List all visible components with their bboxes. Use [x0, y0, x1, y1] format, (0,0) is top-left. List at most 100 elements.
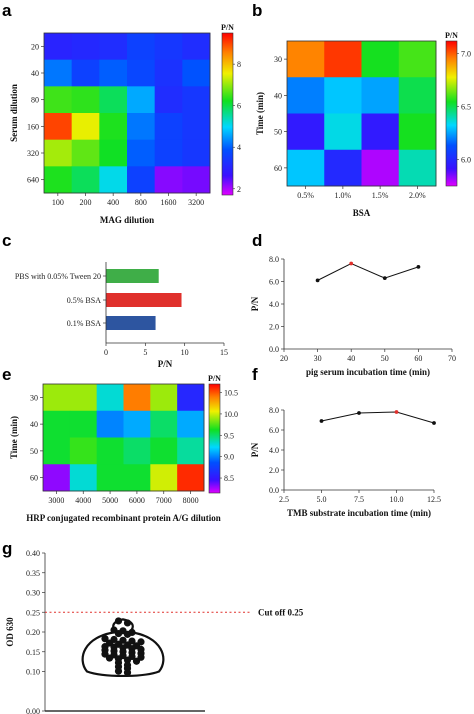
heatmap-cell [398, 113, 437, 151]
panel-label-b: b [252, 1, 262, 20]
heatmap-cell [177, 437, 205, 465]
colorbar-tick-label: 4 [237, 143, 241, 152]
y-tick-label: 0.00 [26, 707, 40, 714]
data-point [394, 410, 399, 414]
heatmap-cell [71, 86, 100, 114]
heatmap-cell [182, 113, 211, 141]
x-tick-label: 15 [220, 348, 228, 357]
category-label: 0.1% BSA [67, 319, 101, 328]
heatmap-cell [154, 113, 183, 141]
heatmap-cell [96, 437, 124, 465]
heatmap-cell [154, 139, 183, 167]
chart-e-heatmap: 3000 4000 5000 6000 7000 8000 30 40 50 60 HRP conj… [9, 374, 238, 523]
heatmap-cell [177, 410, 205, 438]
colorbar-tick-label: 9.0 [224, 453, 234, 462]
heatmap-cell [154, 33, 183, 61]
colorbar-tick-label: 9.5 [224, 431, 234, 440]
colorbar-tick-label: 8 [237, 60, 241, 69]
y-tick-label: 40 [30, 420, 38, 429]
category-label: 0.5% BSA [67, 296, 101, 305]
heatmap-cell [177, 384, 205, 412]
y-tick-label: 30 [30, 393, 38, 402]
heatmap-cell [127, 166, 156, 194]
colorbar [445, 40, 458, 187]
data-point [101, 635, 109, 643]
y-tick-label: 2.0 [269, 466, 279, 475]
colorbar [221, 32, 234, 196]
panel-label-e: e [2, 365, 11, 384]
colorbar-title: P/N [221, 23, 234, 32]
category-label: PBS with 0.05% Tween 20 [15, 272, 101, 281]
y-tick-label: 0.10 [26, 668, 40, 677]
y-tick-label: 50 [30, 447, 38, 456]
panel-label-f: f [252, 365, 258, 384]
chart-g-scatter: 0.00 0.10 0.15 0.20 0.25 0.30 0.35 0.40 OD 630 Cu… [5, 549, 304, 714]
x-tick-label: 50 [381, 354, 389, 363]
heatmap-cell [127, 86, 156, 114]
y-tick-label: 60 [274, 164, 282, 173]
y-tick-label: 30 [274, 55, 282, 64]
bar [106, 293, 182, 307]
heatmap-cell [150, 437, 178, 465]
x-tick-label: 70 [448, 354, 456, 363]
heatmap-cell [123, 464, 151, 492]
x-tick-label: 6000 [129, 496, 145, 505]
heatmap-cell [177, 464, 205, 492]
x-axis-label: pig serum incubation time (min) [306, 367, 430, 377]
y-tick-label: 0.0 [269, 345, 279, 354]
heatmap-cell [123, 384, 151, 412]
heatmap-cell [182, 33, 211, 61]
y-tick-label: 8.0 [269, 255, 279, 264]
y-tick-label: 2.0 [269, 323, 279, 332]
data-point [114, 667, 123, 675]
heatmap-frame [43, 32, 211, 194]
heatmap-cell [287, 149, 325, 187]
y-tick-label: 6.0 [269, 426, 279, 435]
heatmap-cell [287, 41, 325, 78]
colorbar-tick-label: 6.0 [461, 156, 471, 165]
heatmap-cell [398, 77, 437, 114]
heatmap-cell [44, 59, 73, 87]
y-tick-label: 160 [27, 122, 39, 131]
heatmap-cell [99, 86, 128, 114]
data-point [416, 264, 421, 269]
heatmap-cell [43, 384, 71, 412]
x-tick-label: 1.0% [335, 191, 352, 200]
data-point [315, 278, 320, 283]
data-point [123, 630, 132, 638]
y-tick-label: 0.20 [26, 628, 40, 637]
heatmap-frame [42, 383, 205, 492]
y-axis-label: Time (min) [255, 92, 265, 135]
y-tick-label: 320 [27, 149, 39, 158]
data-point [114, 629, 123, 638]
heatmap-cell [154, 59, 183, 87]
heatmap-cell [182, 86, 211, 114]
colorbar-tick-label: 7.0 [461, 50, 471, 59]
heatmap-cell [154, 166, 183, 194]
y-tick-label: 50 [274, 128, 282, 137]
heatmap-cell [127, 139, 156, 167]
heatmap-cell [123, 410, 151, 438]
y-tick-label: 60 [30, 474, 38, 483]
heatmap-cell [69, 410, 98, 438]
x-axis-label: HRP conjugated recombinant protein A/G d… [26, 513, 220, 523]
heatmap-frame [286, 40, 437, 187]
x-tick-label: 1.5% [372, 191, 389, 200]
heatmap-cell [361, 77, 400, 114]
series-line [317, 262, 419, 281]
panel-label-c: c [2, 231, 11, 250]
x-tick-label: 7000 [156, 496, 172, 505]
data-point [123, 669, 132, 677]
colorbar-title: P/N [445, 31, 458, 40]
y-tick-label: 20 [31, 42, 39, 51]
heatmap-cell [398, 41, 437, 78]
colorbar-tick-label: 10.5 [224, 389, 238, 398]
x-tick-label: 0 [104, 348, 108, 357]
y-tick-label: 0.40 [26, 549, 40, 558]
x-axis-label: P/N [158, 359, 173, 369]
colorbar-tick-label: 10.0 [224, 410, 238, 419]
y-tick-label: 40 [274, 91, 282, 100]
chart-c-bar: PBS with 0.05% Tween 20 0.5% BSA 0.1% BSA 0… [15, 262, 228, 369]
heatmap-cell [154, 86, 183, 114]
heatmap-cell [324, 77, 362, 114]
